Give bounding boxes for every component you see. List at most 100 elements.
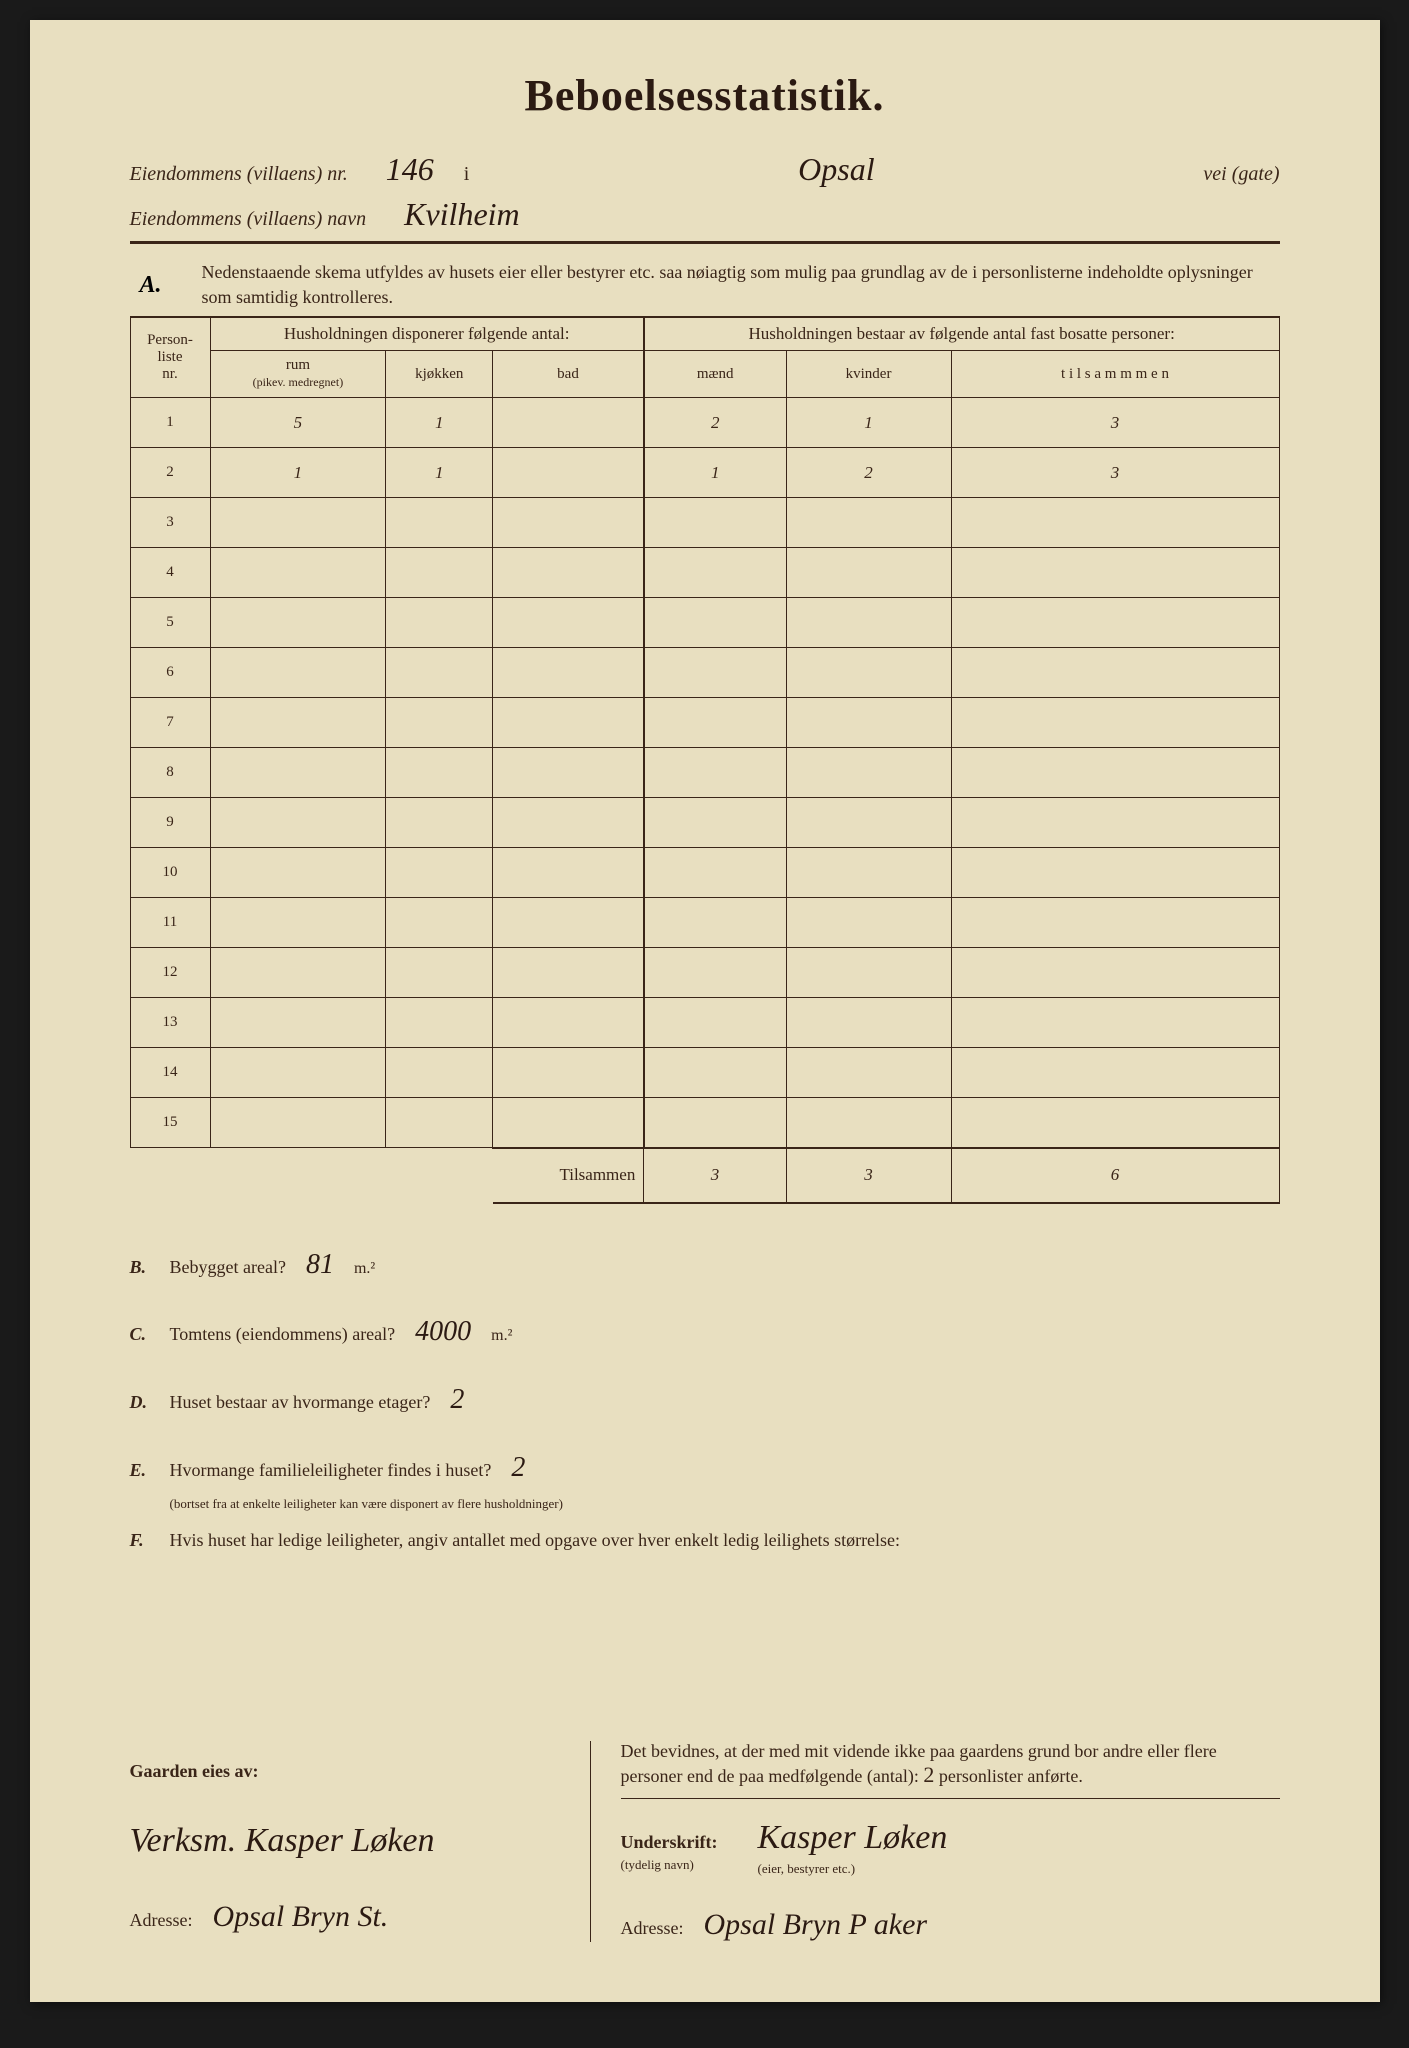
table-cell (644, 948, 786, 998)
table-cell (644, 1048, 786, 1098)
property-name-label: Eiendommens (villaens) navn (130, 208, 367, 231)
table-row: 11 (130, 898, 1279, 948)
section-a: A. Nedenstaaende skema utfyldes av huset… (130, 254, 1280, 317)
table-cell (644, 998, 786, 1048)
table-cell (210, 1048, 386, 1098)
header-divider (130, 241, 1280, 244)
table-cell (210, 698, 386, 748)
hdr-right-text: Husholdningen bestaar av følgende antal … (749, 324, 1175, 343)
owner-addr-value: Opsal Bryn St. (212, 1900, 388, 1934)
property-nr-label: Eiendommens (villaens) nr. (130, 163, 348, 186)
tilsammen-label-cell: Tilsammen (493, 1148, 644, 1203)
attestation-text-2: personlister anførte. (939, 1766, 1083, 1786)
table-cell (210, 598, 386, 648)
table-cell: 1 (644, 448, 786, 498)
vei-gate-label: vei (gate) (1203, 163, 1279, 186)
q-e-answer: 2 (511, 1437, 525, 1499)
table-cell: 12 (130, 948, 210, 998)
table-cell (951, 748, 1279, 798)
table-cell (786, 548, 951, 598)
table-cell (951, 798, 1279, 848)
q-b-text: Bebygget areal? (170, 1248, 286, 1288)
hdr-left: Husholdningen disponerer følgende antal: (210, 318, 644, 351)
table-cell (644, 848, 786, 898)
header-line-1: Eiendommens (villaens) nr. 146 i Opsal v… (130, 151, 1280, 188)
table-cell (786, 1048, 951, 1098)
signature-label: Underskrift: (621, 1832, 718, 1852)
table-cell (386, 1098, 493, 1148)
attestation-antal: 2 (923, 1762, 934, 1787)
table-cell: 1 (210, 448, 386, 498)
table-cell (210, 798, 386, 848)
owner-addr-label: Adresse: (130, 1910, 193, 1931)
table-cell (210, 648, 386, 698)
total-maend: 3 (644, 1148, 786, 1203)
table-cell: 13 (130, 998, 210, 1048)
col-bad: bad (493, 351, 644, 398)
table-cell (493, 948, 644, 998)
document-page: Beboelsesstatistik. Eiendommens (villaen… (30, 20, 1380, 2002)
table-cell (493, 448, 644, 498)
table-cell (786, 848, 951, 898)
total-tilsammen: 6 (951, 1148, 1279, 1203)
table-cell (786, 998, 951, 1048)
table-cell (951, 698, 1279, 748)
table-cell (210, 1098, 386, 1148)
col-kvinder: kvinder (786, 351, 951, 398)
table-cell (644, 598, 786, 648)
table-cell (786, 798, 951, 848)
table-cell (951, 848, 1279, 898)
table-cell (951, 998, 1279, 1048)
table-cell: 2 (786, 448, 951, 498)
table-cell (386, 798, 493, 848)
table-row: 12 (130, 948, 1279, 998)
table-cell: 3 (951, 448, 1279, 498)
signature-value: Kasper Løken (758, 1819, 948, 1856)
table-cell (786, 648, 951, 698)
table-cell (786, 498, 951, 548)
question-e: E. Hvormange familieleiligheter findes i… (130, 1437, 1280, 1499)
col-maend: mænd (644, 351, 786, 398)
owner-name: Verksm. Kasper Løken (130, 1822, 580, 1860)
table-cell (493, 498, 644, 548)
table-row: 211123 (130, 448, 1279, 498)
property-nr-value: 146 (386, 151, 434, 188)
sign-addr-value: Opsal Bryn P aker (703, 1908, 927, 1942)
table-cell (786, 898, 951, 948)
q-e-text: Hvormange familieleiligheter findes i hu… (170, 1451, 492, 1491)
footer-right: Det bevidnes, at der med mit vidende ikk… (590, 1741, 1280, 1942)
q-e-letter: E. (130, 1451, 170, 1491)
q-b-answer: 81 (306, 1234, 334, 1296)
table-cell (386, 598, 493, 648)
table-cell: 2 (644, 398, 786, 448)
table-cell: 1 (386, 448, 493, 498)
owner-label: Gaarden eies av: (130, 1761, 580, 1782)
tilsammen-label (130, 1148, 493, 1203)
i-label: i (464, 163, 470, 186)
table-cell (386, 698, 493, 748)
table-cell: 7 (130, 698, 210, 748)
table-cell: 14 (130, 1048, 210, 1098)
table-row: 9 (130, 798, 1279, 848)
property-name-value: Kvilheim (404, 196, 520, 233)
q-c-answer: 4000 (415, 1301, 471, 1363)
table-row: 3 (130, 498, 1279, 548)
table-cell (493, 648, 644, 698)
q-f-letter: F. (130, 1521, 170, 1561)
table-cell (951, 648, 1279, 698)
table-cell: 3 (130, 498, 210, 548)
table-cell: 9 (130, 798, 210, 848)
table-cell (493, 848, 644, 898)
table-row: 8 (130, 748, 1279, 798)
table-row: 6 (130, 648, 1279, 698)
q-c-text: Tomtens (eiendommens) areal? (170, 1315, 396, 1355)
table-cell (386, 548, 493, 598)
table-cell (210, 998, 386, 1048)
table-cell: 1 (386, 398, 493, 448)
section-a-letter: A. (140, 272, 162, 299)
col-personliste: Person- liste nr. (130, 318, 210, 398)
table-cell (951, 548, 1279, 598)
col-rum-label: rum (286, 357, 310, 373)
table-cell (386, 998, 493, 1048)
table-cell (386, 898, 493, 948)
